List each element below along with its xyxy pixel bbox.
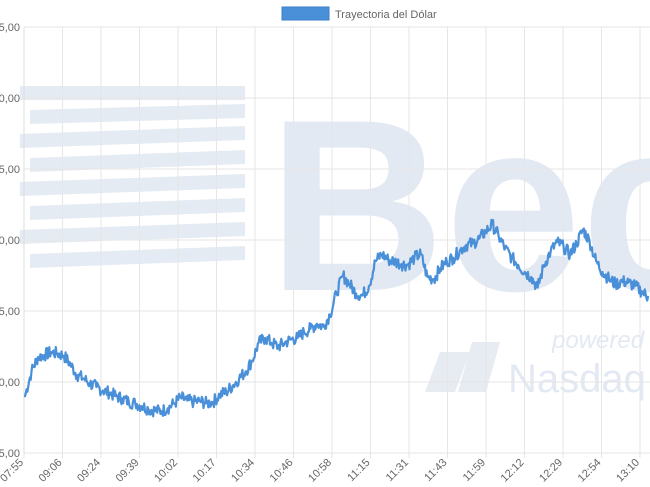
x-tick-label: 11:15 [345, 457, 372, 484]
y-axis-ticks: 5,00 0,00 5,00 0,00 5,00 0,00 5,00 [0, 22, 20, 460]
x-tick-label: 11:43 [422, 457, 449, 484]
x-tick-label: 10:02 [152, 457, 180, 485]
x-tick-label: 12:54 [576, 457, 604, 485]
y-tick-label: 5,00 [0, 306, 20, 318]
watermark-word: Bec [268, 68, 650, 342]
series-layer [23, 218, 650, 418]
y-tick-label: 0,00 [0, 235, 20, 247]
y-tick-label: 5,00 [0, 164, 20, 176]
x-tick-label: 09:06 [37, 457, 65, 485]
x-tick-label: 07:55 [0, 457, 26, 485]
y-tick-label: 5,00 [0, 22, 20, 34]
watermark-nasdaq-icon [425, 342, 500, 392]
x-tick-label: 10:34 [229, 457, 257, 485]
watermark-sub2: Nasdaq [508, 357, 646, 401]
grid [23, 26, 650, 458]
y-tick-label: 0,00 [0, 377, 20, 389]
watermark-stripes-icon [20, 86, 245, 268]
x-axis-ticks: 07:55 09:06 09:24 09:39 10:02 10:17 10:34 10:46… [0, 457, 642, 485]
x-tick-label: 11:59 [461, 457, 488, 484]
legend-swatch [281, 6, 330, 21]
x-tick-label: 13:10 [614, 457, 642, 485]
y-tick-label: 5,00 [0, 448, 20, 460]
x-tick-label: 10:17 [191, 457, 219, 485]
legend-label: Trayectoria del Dólar [335, 9, 437, 21]
x-tick-label: 12:29 [537, 457, 565, 485]
x-tick-label: 09:39 [114, 457, 142, 485]
x-tick-label: 10:58 [306, 457, 334, 485]
x-tick-label: 12:12 [499, 457, 527, 485]
x-tick-label: 11:31 [384, 457, 411, 484]
y-tick-label: 0,00 [0, 93, 20, 105]
x-tick-label: 09:24 [75, 457, 103, 485]
watermark-sub1: powered b [551, 327, 650, 354]
watermark-logo: Bec powered b Nasdaq [20, 68, 650, 401]
x-tick-label: 10:46 [268, 457, 296, 485]
series-line-dolar [23, 218, 650, 418]
legend[interactable]: Trayectoria del Dólar [281, 6, 437, 21]
